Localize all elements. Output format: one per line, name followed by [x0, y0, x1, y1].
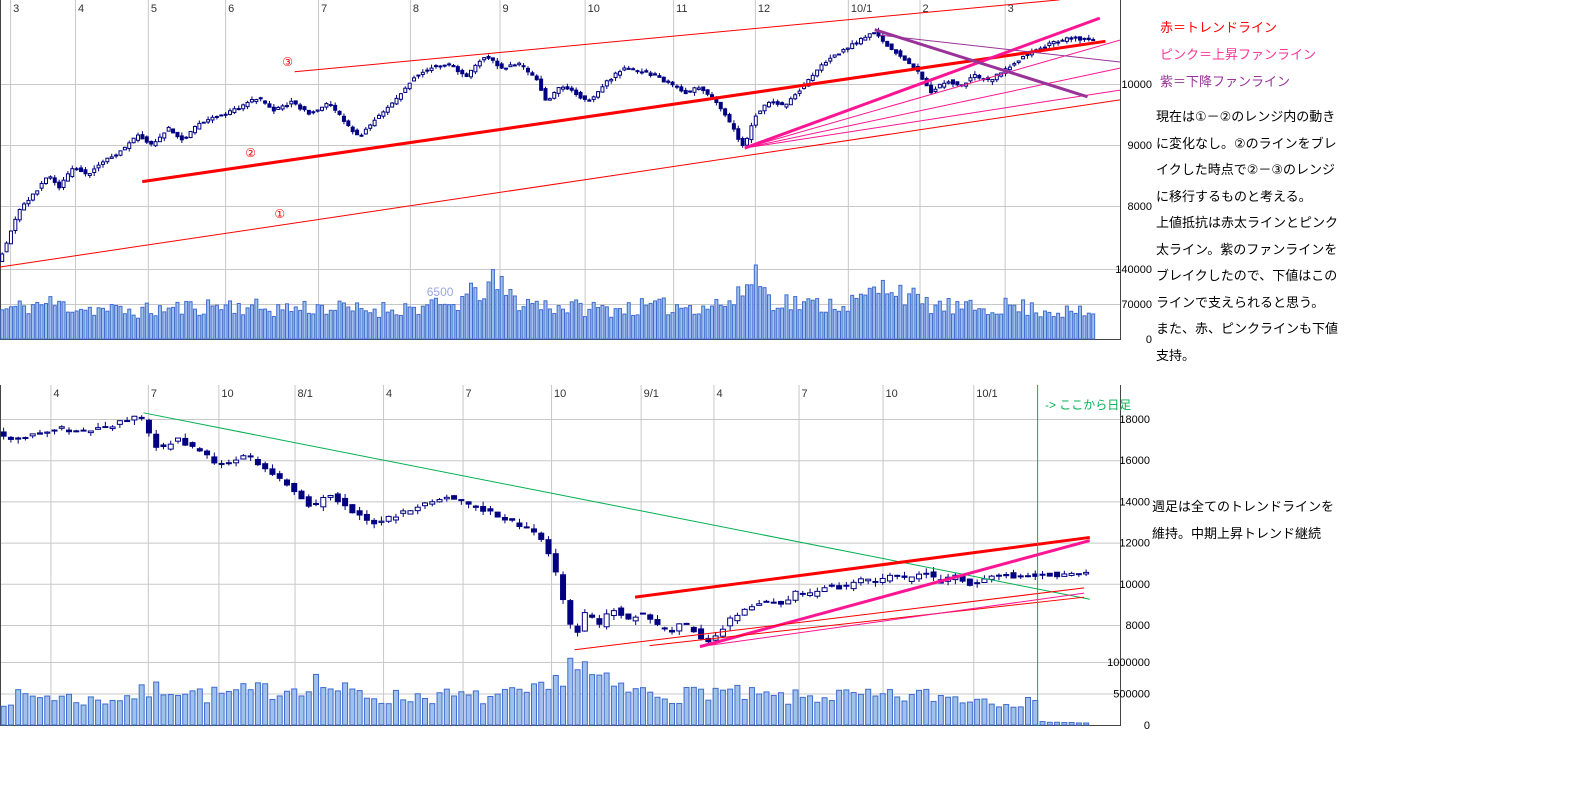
daily-chart-notes: 現在は①－②のレンジ内の動き に変化なし。②のラインをブレ イクした時点で②－③のレ… [1156, 104, 1338, 369]
weekly-chart-notes: 週足は全てのトレンドラインを 維持。中期上昇トレンド継続 [1152, 494, 1334, 547]
volume-tick-label: 70000 [1121, 299, 1152, 311]
candles [0, 415, 1090, 646]
note-top-line-7: ラインで支えられると思う。 [1156, 294, 1325, 310]
legend-item-0: 赤＝トレンドライン [1160, 20, 1278, 35]
x-tick-label: 2 [923, 3, 929, 15]
x-axis-labels: 4 7 10 8/1 4 7 10 9/1 4 7 10 10/1 [53, 388, 997, 400]
x-tick-label: 4 [716, 388, 722, 400]
legend-item-1: ピンク＝上昇ファンライン [1160, 47, 1317, 62]
x-tick-label: 4 [78, 3, 84, 15]
green-downtrend [143, 412, 1090, 600]
x-tick-label: 9 [503, 3, 509, 15]
price-tick-label: 10000 [1121, 79, 1152, 91]
red-trendline-3 [294, 0, 1060, 73]
volume-bars [0, 657, 1090, 726]
pink-fan-thick [744, 16, 1101, 150]
pink-fan-3 [744, 89, 1120, 149]
x-tick-label: 4 [386, 388, 392, 400]
wave-label-2: ② [245, 146, 256, 160]
x-tick-label: 4 [53, 388, 59, 400]
volume-bars [0, 264, 1096, 340]
note-top-line-6: ブレイクしたので、下値はこの [1156, 268, 1338, 283]
red-support-1 [574, 587, 1085, 651]
price-tick-label: 14000 [1119, 496, 1150, 508]
note-bottom-line-1: 維持。中期上昇トレンド継続 [1152, 525, 1322, 541]
note-top-line-4: 上値抵抗は赤太ラインとピンク [1156, 215, 1339, 230]
note-top-line-5: 太ライン。紫のファンラインを [1156, 241, 1338, 257]
y-axis-labels: 10000 9000 8000 140000 70000 0 [1115, 79, 1152, 346]
x-tick-label: 11 [676, 3, 687, 15]
pink-uptrend-thick [699, 539, 1091, 649]
red-trendline-2-thick [142, 39, 1106, 184]
x-tick-label: 3 [13, 3, 19, 15]
price-tick-label: 18000 [1119, 414, 1150, 426]
red-support-2 [649, 596, 1085, 647]
daily-candlestick-chart: 3 4 5 6 7 8 9 10 11 12 10/1 2 3 10000 9000 8000 140000 70… [0, 0, 1156, 346]
x-tick-label: 8/1 [298, 388, 313, 400]
x-tick-label: 10 [588, 3, 600, 15]
weekly-candlestick-chart: 4 7 10 8/1 4 7 10 9/1 4 7 10 10/1 18000 16000 14000 120… [0, 385, 1156, 737]
wave-label-3: ③ [282, 55, 293, 69]
note-top-line-1: に変化なし。②のラインをブレ [1156, 135, 1337, 151]
note-top-line-9: 支持。 [1156, 347, 1196, 363]
price-tick-label: 9000 [1128, 140, 1152, 152]
trendlines [143, 412, 1091, 651]
note-bottom-line-0: 週足は全てのトレンドラインを [1152, 499, 1335, 514]
wave-label-1: ① [274, 207, 285, 221]
pink-fan-2 [744, 67, 1120, 149]
volume-tick-label: 1000000 [1107, 657, 1150, 669]
x-axis-labels: 3 4 5 6 7 8 9 10 11 12 10/1 2 3 [13, 3, 1014, 15]
x-tick-label: 9/1 [644, 388, 659, 400]
x-tick-label: 12 [758, 3, 770, 15]
note-top-line-8: また、赤、ピンクラインも下値 [1156, 321, 1339, 336]
x-tick-label: 7 [321, 3, 327, 15]
legend-item-2: 紫＝下降ファンライン [1160, 74, 1291, 89]
x-tick-label: 8 [413, 3, 419, 15]
volume-tick-label: 0 [1146, 334, 1152, 346]
x-tick-label: 7 [466, 388, 472, 400]
x-tick-label: 3 [1008, 3, 1014, 15]
gridlines [0, 0, 1120, 340]
note-top-line-3: に移行するものと考える。 [1156, 188, 1312, 204]
price-tick-label: 8000 [1128, 201, 1152, 213]
price-tick-label: 12000 [1119, 538, 1150, 550]
y-axis-labels: 18000 16000 14000 12000 10000 8000 1000000 5000… [1107, 414, 1150, 732]
volume-tick-label: 500000 [1113, 689, 1150, 701]
purple-fan-1 [880, 34, 1120, 63]
x-tick-label: 5 [151, 3, 157, 15]
x-tick-label: 6 [228, 3, 234, 15]
pink-support-1 [699, 592, 1085, 648]
note-top-line-0: 現在は①－②のレンジ内の動き [1156, 109, 1336, 124]
red-trendline-1 [0, 99, 1120, 268]
volume-tick-label: 0 [1144, 720, 1150, 732]
price-tick-label: 10000 [1119, 579, 1150, 591]
x-tick-label: 7 [802, 388, 808, 400]
trendlines [0, 0, 1120, 268]
purple-fan-thick [874, 28, 1088, 99]
x-tick-label: 10/1 [851, 3, 872, 15]
volume-tick-label: 140000 [1115, 264, 1152, 276]
x-tick-label: 10 [886, 388, 898, 400]
plot-frame [0, 0, 1121, 340]
price-watermark: 6500 [427, 285, 454, 299]
x-tick-label: 7 [151, 388, 157, 400]
pink-fan-1 [744, 39, 1120, 149]
red-uptrend-thick [634, 535, 1090, 599]
candles [0, 27, 1096, 262]
trendline-legend: 赤＝トレンドラインピンク＝上昇ファンライン 紫＝下降ファンライン [1160, 14, 1316, 95]
price-tick-label: 8000 [1126, 620, 1150, 632]
price-tick-label: 16000 [1119, 455, 1150, 467]
x-tick-label: 10 [221, 388, 233, 400]
note-top-line-2: イクした時点で②－③のレンジ [1156, 162, 1336, 177]
daily-section-label: -> ここから日足 [1045, 398, 1131, 412]
x-tick-label: 10 [554, 388, 566, 400]
x-tick-label: 10/1 [976, 388, 997, 400]
